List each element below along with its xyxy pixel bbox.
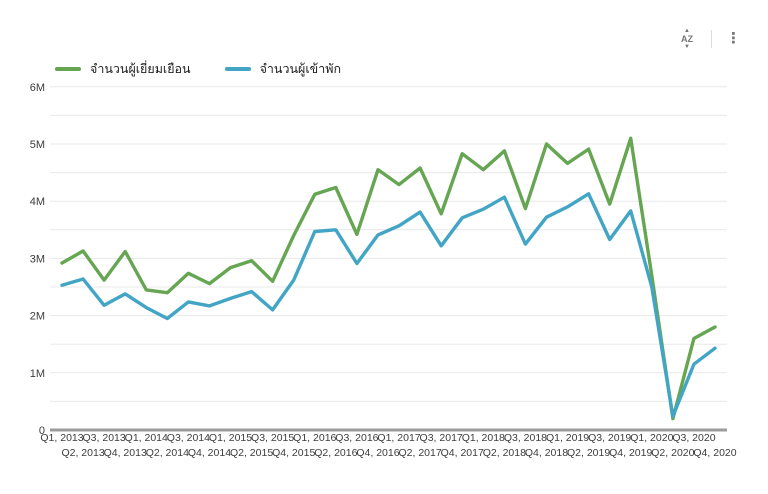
sort-az-icon[interactable]: ▲ AZ ▼	[677, 28, 697, 50]
x-axis-tick-label: Q1, 2014	[125, 432, 168, 444]
x-axis-tick-label: Q4, 2018	[525, 447, 568, 459]
x-axis-tick-label: Q2, 2019	[567, 447, 610, 459]
x-axis-tick-label: Q1, 2015	[209, 432, 252, 444]
sort-arrow-down-icon: ▼	[684, 44, 690, 50]
x-axis-tick-label: Q3, 2015	[251, 432, 294, 444]
y-axis-tick-label: 4M	[30, 196, 45, 208]
x-axis-tick-label: Q4, 2015	[272, 447, 315, 459]
x-axis-tick-label: Q3, 2020	[672, 432, 715, 444]
y-axis-tick-label: 5M	[30, 139, 45, 151]
x-axis-tick-label: Q2, 2020	[651, 447, 694, 459]
x-axis-tick-label: Q1, 2020	[630, 432, 673, 444]
x-axis-tick-label: Q2, 2014	[146, 447, 189, 459]
visitors-series-swatch	[55, 67, 81, 72]
x-axis-tick-label: Q3, 2019	[588, 432, 631, 444]
x-axis-tick-label: Q4, 2016	[356, 447, 399, 459]
x-axis-tick-label: Q1, 2013	[40, 432, 83, 444]
toolbar-divider	[711, 30, 712, 48]
x-axis-tick-label: Q1, 2016	[293, 432, 336, 444]
x-axis-tick-label: Q3, 2018	[504, 432, 547, 444]
x-axis-tick-label: Q4, 2020	[693, 447, 736, 459]
legend-item-visitors[interactable]: จำนวนผู้เยี่ยมเยือน	[55, 63, 191, 76]
x-axis-tick-label: Q3, 2017	[420, 432, 463, 444]
visitors-line-series[interactable]	[60, 136, 717, 421]
x-axis-tick-label: Q2, 2013	[61, 447, 104, 459]
x-axis-tick-label: Q4, 2014	[188, 447, 231, 459]
y-axis-tick-label: 1M	[30, 368, 45, 380]
y-axis-tick-label: 6M	[30, 82, 45, 94]
y-axis-tick-label: 2M	[30, 311, 45, 323]
x-axis-tick-label: Q1, 2019	[546, 432, 589, 444]
x-axis-tick-label: Q1, 2018	[462, 432, 505, 444]
x-axis-tick-label: Q2, 2015	[230, 447, 273, 459]
x-axis-tick-label: Q1, 2017	[377, 432, 420, 444]
y-axis-tick-label: 0	[39, 425, 45, 437]
legend-label-visitors: จำนวนผู้เยี่ยมเยือน	[90, 62, 191, 76]
x-axis-tick-label: Q4, 2019	[609, 447, 652, 459]
x-axis-tick-label: Q3, 2013	[83, 432, 126, 444]
x-axis-tick-label: Q2, 2016	[314, 447, 357, 459]
x-axis-tick-label: Q2, 2017	[398, 447, 441, 459]
more-options-icon[interactable]: ⋮	[726, 30, 741, 47]
x-axis-tick-label: Q3, 2014	[167, 432, 210, 444]
y-axis-tick-label: 3M	[30, 253, 45, 265]
legend-label-guests: จำนวนผู้เข้าพัก	[259, 62, 342, 76]
legend-item-guests[interactable]: จำนวนผู้เข้าพัก	[224, 62, 342, 76]
guests-line-series[interactable]	[60, 192, 717, 418]
x-axis-tick-label: Q4, 2013	[104, 447, 147, 459]
guests-series-swatch	[224, 67, 251, 72]
sort-az-label: AZ	[681, 33, 693, 44]
chart-legend: จำนวนผู้เยี่ยมเยือน จำนวนผู้เข้าพัก	[55, 63, 341, 76]
x-axis-tick-label: Q4, 2017	[441, 447, 484, 459]
x-axis-tick-label: Q2, 2018	[483, 447, 526, 459]
chart-toolbar: ▲ AZ ▼ ⋮	[677, 28, 741, 50]
sort-arrow-up-icon: ▲	[684, 28, 690, 34]
x-axis-tick-label: Q3, 2016	[335, 432, 378, 444]
